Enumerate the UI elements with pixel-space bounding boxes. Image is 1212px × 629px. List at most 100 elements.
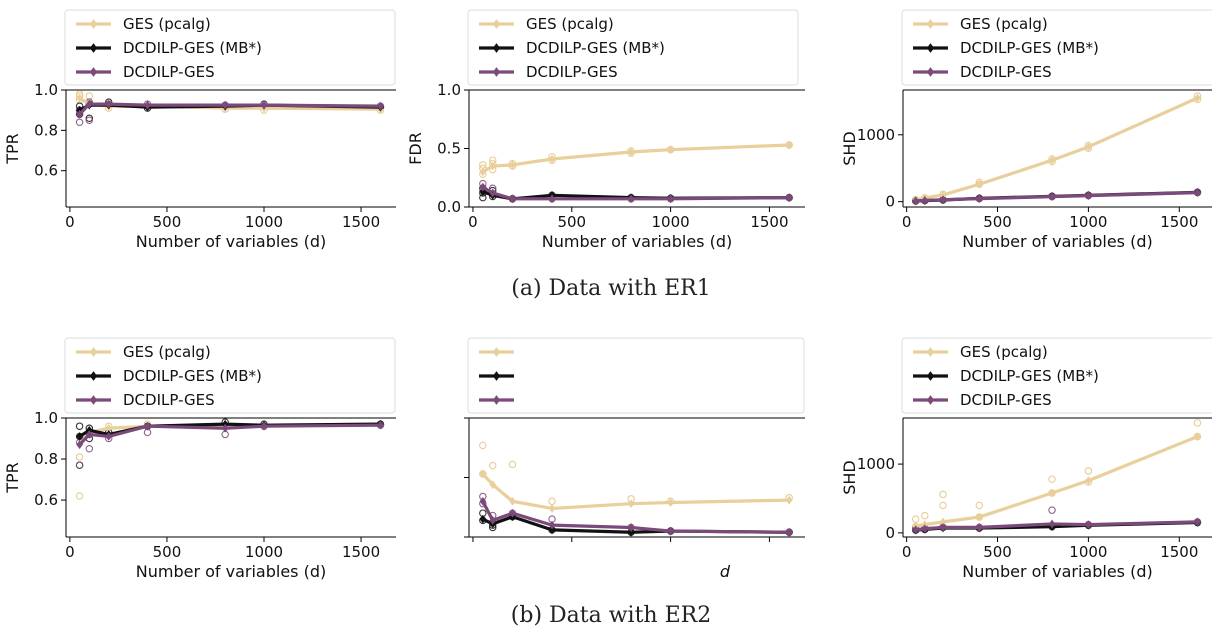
x-tick-label: 500 xyxy=(557,213,586,231)
series-marker xyxy=(1194,93,1201,103)
series-marker xyxy=(1085,476,1092,485)
series-marker xyxy=(144,100,151,110)
legend-label: DCDILP-GES xyxy=(960,391,1052,409)
data-point xyxy=(1048,506,1056,514)
series-marker xyxy=(76,109,83,119)
series-marker xyxy=(1194,432,1201,441)
data-point xyxy=(508,460,517,469)
series-marker xyxy=(479,496,487,506)
series-line xyxy=(481,143,791,174)
y-tick-label: 1000 xyxy=(857,455,895,473)
y-tick-label: 0 xyxy=(885,524,895,542)
legend-marker xyxy=(492,19,501,29)
series-marker xyxy=(509,160,516,170)
series-marker xyxy=(1048,155,1056,165)
y-tick-label: 0.6 xyxy=(34,162,58,180)
y-tick-label: 0.8 xyxy=(34,450,58,468)
series-marker xyxy=(627,527,635,537)
series-marker xyxy=(912,196,919,206)
data-point xyxy=(939,490,947,499)
legend-label: DCDILP-GES xyxy=(526,63,618,81)
legend-marker xyxy=(89,43,98,53)
data-point xyxy=(921,511,929,520)
legend: GES (pcalg) DCDILP-GES (MB*) DCDILP-GES xyxy=(64,9,396,86)
series-marker xyxy=(377,101,384,111)
series-marker xyxy=(785,495,793,505)
series-marker xyxy=(509,496,516,506)
series-marker xyxy=(548,504,556,513)
series-marker xyxy=(548,194,556,204)
legend-label: DCDILP-GES (MB*) xyxy=(123,39,262,57)
y-tick-label: 0.6 xyxy=(34,491,58,509)
series-marker xyxy=(479,167,487,177)
series-marker xyxy=(548,154,556,164)
legend: GES (pcalg) DCDILP-GES (MB*) DCDILP-GES xyxy=(901,337,1212,414)
legend-label: GES (pcalg) xyxy=(526,15,614,33)
legend-marker xyxy=(492,347,501,357)
legend-label: DCDILP-GES xyxy=(123,391,215,409)
legend-marker xyxy=(926,347,935,357)
series-marker xyxy=(221,423,229,433)
chart-er2-tpr: 0 500 1000 1500 0.6 0.8 1.0 Number of variables… xyxy=(3,337,396,581)
x-tick-label: 1500 xyxy=(342,213,380,231)
caption-er1: (a) Data with ER1 xyxy=(511,276,711,301)
legend: GES (pcalg) DCDILP-GES (MB*) DCDILP-GES xyxy=(467,9,799,86)
legend-marker xyxy=(926,395,935,405)
x-tick-label: 1500 xyxy=(342,543,380,561)
data-point xyxy=(488,461,497,470)
y-axis-label: SHD xyxy=(840,460,859,495)
x-tick-label: 0 xyxy=(65,213,75,231)
series-marker xyxy=(377,420,384,430)
x-axis-label: Number of variables (d) xyxy=(542,232,732,251)
legend-marker xyxy=(492,395,501,405)
series-marker xyxy=(479,187,487,197)
series-marker xyxy=(939,195,947,205)
legend-label: DCDILP-GES (MB*) xyxy=(123,367,262,385)
series-marker xyxy=(785,527,793,537)
series-marker xyxy=(667,145,674,155)
series-marker xyxy=(627,147,635,157)
legend-label: GES (pcalg) xyxy=(960,15,1048,33)
series-marker xyxy=(785,140,793,150)
chart-er1-fdr: 0 500 1000 1500 0.0 0.5 1.0 Number of variables… xyxy=(406,9,805,251)
legend-marker xyxy=(89,19,98,29)
series-line xyxy=(914,96,1200,202)
legend-marker xyxy=(89,347,98,357)
series-marker xyxy=(627,523,635,532)
series-marker xyxy=(1048,192,1056,201)
x-tick-label: 1000 xyxy=(245,213,283,231)
y-axis-label: SHD xyxy=(840,131,859,166)
legend-frame xyxy=(64,337,396,414)
x-axis-label: Number of variables (d) xyxy=(136,232,326,251)
series-marker xyxy=(105,99,112,109)
series-marker xyxy=(479,182,487,192)
series-marker xyxy=(221,100,229,110)
series-marker xyxy=(976,179,983,189)
series-marker xyxy=(260,100,268,110)
legend-marker xyxy=(926,67,935,77)
y-tick-label: 0.8 xyxy=(34,121,58,139)
data-point xyxy=(911,515,920,523)
series-marker xyxy=(548,520,556,530)
x-tick-label: 1500 xyxy=(1160,543,1198,561)
legend-marker xyxy=(492,371,501,381)
legend-label: GES (pcalg) xyxy=(123,343,211,361)
series-marker xyxy=(1085,142,1092,152)
x-axis-label: Number of variables (d) xyxy=(136,562,326,581)
data-point xyxy=(85,114,94,122)
y-tick-label: 0.5 xyxy=(437,140,461,158)
series-marker xyxy=(667,498,674,507)
legend-label: DCDILP-GES xyxy=(960,63,1052,81)
legend-marker xyxy=(926,43,935,53)
legend-frame xyxy=(64,9,396,86)
y-axis-label: FDR xyxy=(406,132,425,165)
series-marker xyxy=(667,526,674,536)
data-point xyxy=(548,497,556,506)
legend xyxy=(467,337,805,414)
legend-label: DCDILP-GES xyxy=(123,63,215,81)
data-point xyxy=(85,116,94,125)
x-axis-label: d xyxy=(720,562,731,581)
x-tick-label: 1000 xyxy=(652,213,690,231)
